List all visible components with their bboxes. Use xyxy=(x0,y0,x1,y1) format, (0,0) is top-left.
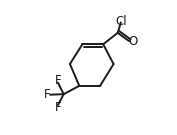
Text: F: F xyxy=(55,101,61,114)
Text: F: F xyxy=(55,74,61,87)
Text: O: O xyxy=(128,35,137,48)
Text: F: F xyxy=(44,88,51,101)
Text: Cl: Cl xyxy=(115,15,127,28)
